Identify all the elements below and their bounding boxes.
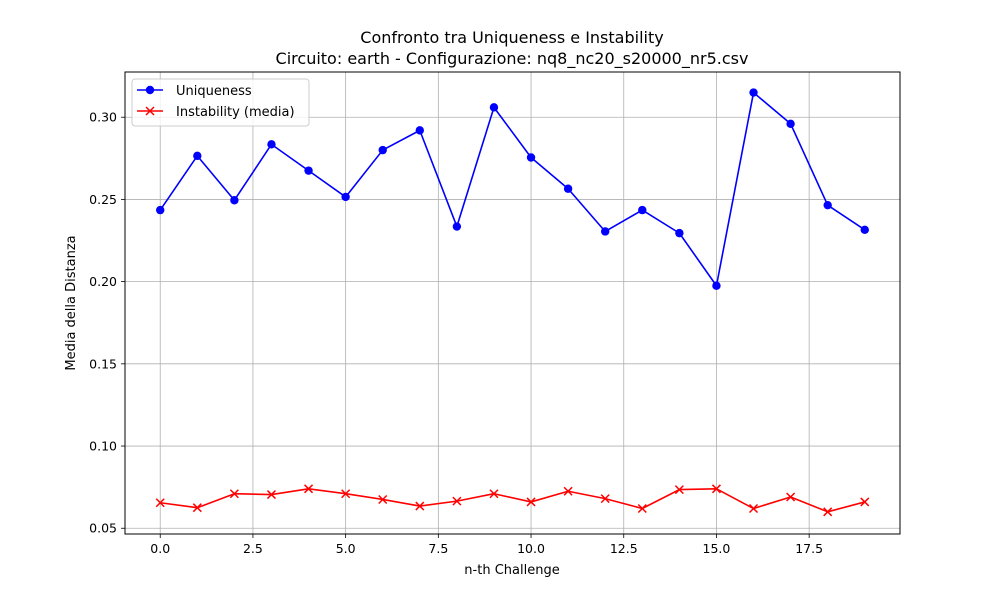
x-axis-label: n-th Challenge [464, 563, 559, 578]
data-point-instability-media [711, 484, 721, 494]
y-tick-label: 0.25 [89, 192, 117, 207]
data-point-instability-media [563, 486, 573, 496]
x-tick-label: 0.0 [150, 541, 170, 556]
axis-ticks: 0.0 2.5 5.0 7.5 10.0 12.5 15.0 17.5 0.05 0.10 0.15… [89, 110, 823, 556]
data-point-uniqueness [230, 196, 239, 205]
data-point-instability-media [748, 503, 759, 514]
data-point-instability-media [415, 501, 425, 511]
series-layer [155, 88, 870, 517]
y-tick-label: 0.10 [89, 439, 117, 454]
data-point-uniqueness [638, 205, 647, 215]
series-line-uniqueness [159, 91, 866, 287]
data-point-uniqueness [860, 225, 869, 235]
data-point-instability-media [266, 490, 277, 500]
grid-lines [125, 72, 900, 534]
x-tick-label: 5.0 [336, 541, 356, 556]
data-point-instability-media [489, 489, 499, 499]
data-point-uniqueness [786, 119, 795, 128]
data-point-uniqueness [378, 145, 387, 155]
legend-marker-uniqueness [145, 85, 155, 95]
y-tick-label: 0.30 [89, 110, 117, 125]
x-tick-label: 10.0 [517, 541, 545, 556]
data-point-uniqueness [675, 228, 684, 238]
series-line-instability-media [160, 487, 865, 513]
data-point-uniqueness [267, 140, 276, 149]
data-point-uniqueness [341, 192, 350, 202]
data-point-instability-media [192, 503, 202, 513]
plot-area-frame [124, 71, 901, 535]
data-point-uniqueness [749, 88, 758, 97]
data-point-instability-media [155, 498, 165, 508]
data-point-uniqueness [415, 126, 424, 135]
data-point-uniqueness [452, 222, 462, 231]
data-point-uniqueness [489, 103, 499, 112]
data-point-instability-media [786, 492, 796, 502]
data-point-instability-media [341, 489, 351, 499]
y-axis-label: Media della Distanza [64, 235, 79, 370]
data-point-instability-media [526, 497, 536, 507]
data-point-uniqueness [712, 281, 721, 290]
x-tick-label: 7.5 [428, 541, 448, 556]
y-tick-label: 0.05 [89, 521, 117, 536]
data-point-uniqueness [526, 153, 536, 162]
legend-marker-instability [145, 106, 155, 116]
x-tick-label: 15.0 [703, 541, 731, 556]
legend: Uniqueness Instability (media) [131, 78, 310, 127]
legend-label-uniqueness: Uniqueness [176, 84, 252, 99]
x-tick-label: 17.5 [795, 541, 823, 556]
data-point-instability-media [229, 489, 239, 499]
data-point-instability-media [600, 494, 610, 504]
x-tick-label: 2.5 [243, 541, 263, 556]
data-point-uniqueness [156, 205, 165, 215]
data-point-uniqueness [563, 184, 573, 193]
data-point-instability-media [674, 485, 684, 495]
chart-subtitle: Circuito: earth - Configurazione: nq8_nc… [276, 49, 749, 69]
data-point-uniqueness [601, 227, 610, 236]
legend-box [131, 78, 310, 127]
data-point-instability-media [823, 507, 833, 517]
legend-label-instability: Instability (media) [176, 105, 295, 120]
data-point-instability-media [637, 503, 647, 514]
x-tick-label: 12.5 [610, 541, 638, 556]
data-point-instability-media [378, 494, 388, 505]
data-point-uniqueness [304, 166, 313, 175]
data-point-instability-media [860, 497, 870, 507]
data-point-uniqueness [823, 200, 832, 210]
data-point-uniqueness [193, 151, 202, 161]
y-tick-label: 0.20 [89, 274, 117, 289]
data-point-instability-media [304, 484, 314, 494]
y-tick-label: 0.15 [89, 356, 117, 371]
data-point-instability-media [452, 496, 462, 506]
chart-title: Confronto tra Uniqueness e Instability [360, 28, 663, 47]
